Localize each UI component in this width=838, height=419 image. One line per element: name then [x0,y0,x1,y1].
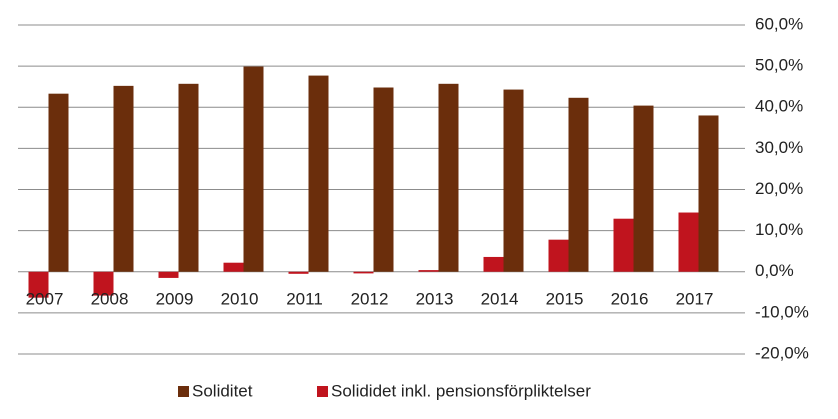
legend-swatch [178,386,189,397]
y-tick-label: 0,0% [755,261,794,280]
bar [353,271,374,274]
bar [613,218,634,272]
bar [158,271,179,278]
legend-label: Soliditet [192,381,253,400]
bar [373,87,394,272]
bar [178,83,199,272]
bar [223,262,244,272]
bar [288,271,309,274]
x-tick-label: 2009 [156,289,194,308]
bar [243,66,264,272]
y-tick-label: 50,0% [755,56,803,75]
y-tick-label: -20,0% [755,343,809,362]
y-tick-label: -10,0% [755,302,809,321]
bar [503,89,524,272]
x-tick-label: 2007 [26,289,64,308]
bar [568,97,589,272]
bar [548,239,569,272]
y-tick-label: 20,0% [755,179,803,198]
bar [308,75,329,272]
y-tick-label: 40,0% [755,97,803,116]
bar [678,212,699,272]
x-tick-label: 2013 [416,289,454,308]
y-tick-label: 60,0% [755,14,803,33]
x-tick-label: 2017 [676,289,714,308]
bar [438,83,459,272]
x-tick-label: 2016 [611,289,649,308]
legend-swatch [317,386,328,397]
y-tick-label: 10,0% [755,220,803,239]
bar [113,85,134,272]
bar [418,270,439,272]
x-tick-label: 2015 [546,289,584,308]
x-tick-label: 2012 [351,289,389,308]
y-tick-label: 30,0% [755,138,803,157]
legend-label: Solididet inkl. pensionsförpliktelser [331,381,591,400]
bar [48,93,69,272]
bar [698,115,719,272]
bar [483,256,504,272]
x-tick-label: 2014 [481,289,519,308]
bar [633,105,654,272]
x-tick-label: 2011 [286,289,323,308]
x-tick-label: 2010 [221,289,259,308]
bar [28,271,49,298]
bar [93,271,114,296]
x-tick-label: 2008 [91,289,129,308]
